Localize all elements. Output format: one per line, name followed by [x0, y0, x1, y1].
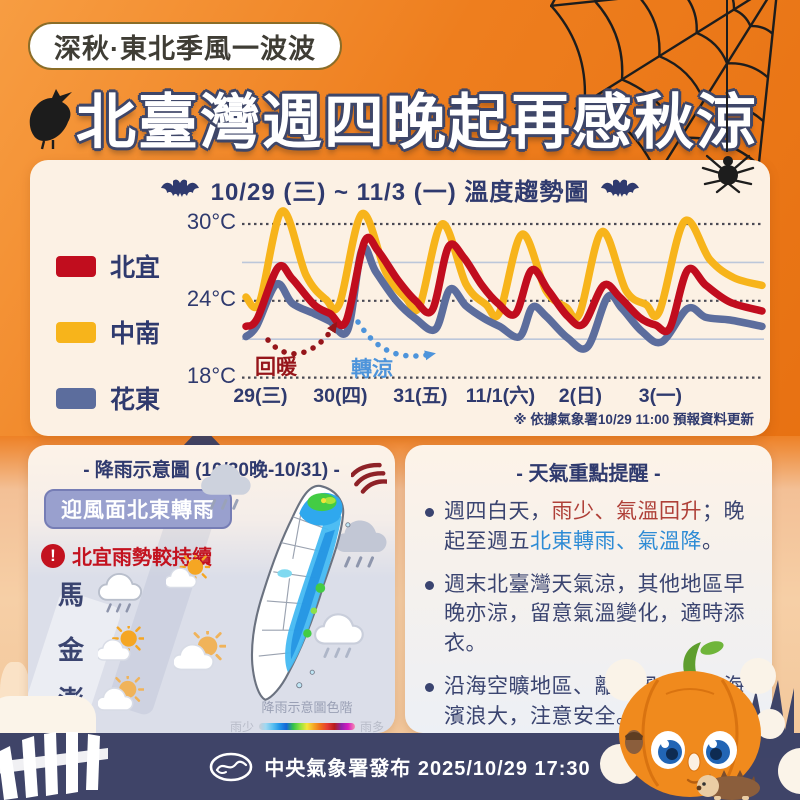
svg-text:回暖: 回暖	[255, 356, 298, 379]
bat-icon	[160, 179, 199, 197]
rain-scale-gradient-bar	[259, 723, 355, 730]
rain-card-title: - 降雨示意圖 (10/30晚-10/31) -	[83, 460, 340, 481]
rain-scale-title: 降雨示意圖色階	[261, 700, 353, 715]
x-axis-tick-label: 3(一)	[639, 385, 682, 407]
rain-warning: ! 北宜雨勢較持續	[41, 541, 212, 570]
footer-text: 中央氣象署發布 2025/10/29 17:30	[264, 752, 590, 781]
topic-badge: 深秋·東北季風一波波	[28, 22, 342, 70]
rain-cloud-icon	[200, 461, 254, 513]
taiwan-rainfall-map	[228, 481, 390, 708]
rain-forecast-card: - 降雨示意圖 (10/30晚-10/31) - 迎風面北東轉雨 ! 北宜雨勢較…	[28, 445, 395, 733]
legend-label: 中南	[110, 320, 161, 348]
svg-text:轉涼: 轉涼	[351, 357, 393, 381]
highlights-bullet-list: 週四白天，雨少、氣溫回升；晚起至週五北東轉雨、氣溫降。 週末北臺灣天氣涼，其他地…	[425, 497, 757, 733]
legend-item: 中南	[56, 314, 160, 350]
pumpkin-mascot	[600, 641, 794, 800]
pumpkin-stem	[683, 642, 701, 672]
chart-title-row: 10/29 (三) ~ 11/3 (一) 溫度趨勢圖	[30, 172, 770, 207]
mushroom-icon	[740, 658, 776, 694]
exclamation-icon: !	[41, 543, 65, 568]
legend-swatch	[56, 321, 96, 343]
pumpkin-silhouette	[0, 696, 96, 738]
rain-scale-min-label: 雨少	[229, 720, 254, 733]
mostly-cloudy-icon	[98, 676, 145, 720]
x-axis-tick-label: 30(四)	[313, 385, 367, 407]
footer-datetime: 2025/10/29 17:30	[417, 758, 591, 780]
pumpkin-nose	[687, 752, 701, 772]
y-axis-tick-label: 24°C	[186, 286, 236, 311]
rain-cloud-icon	[98, 571, 144, 615]
mushroom-icon	[755, 709, 785, 739]
partly-sunny-icon	[166, 555, 210, 597]
mushroom-icon	[778, 748, 800, 794]
series-中南	[242, 207, 766, 323]
bullet-dot-icon	[425, 580, 434, 590]
legend-item: 北宜	[56, 248, 160, 284]
legend-swatch	[56, 387, 96, 409]
crow-icon	[29, 89, 72, 150]
offshore-islet	[296, 682, 303, 689]
series-花東	[242, 243, 766, 353]
legend-item: 花東	[56, 380, 160, 416]
y-axis-tick-label: 30°C	[186, 209, 236, 234]
bullet-dot-icon	[425, 683, 434, 693]
region-row: 馬	[58, 571, 144, 615]
onshore-rain-badge: 迎風面北東轉雨	[44, 489, 232, 529]
x-axis-tick-label: 11/1(六)	[466, 384, 535, 407]
rain-cloud-icon	[314, 611, 366, 661]
chart-title: 10/29 (三) ~ 11/3 (一) 溫度趨勢圖	[210, 179, 590, 206]
wind-gust-icon	[351, 462, 387, 494]
warming-arrow	[265, 321, 338, 357]
footer-agency: 中央氣象署發布	[264, 758, 412, 780]
region-label: 金	[58, 634, 85, 665]
region-row: 金	[58, 626, 145, 670]
x-axis-tick-label: 29(三)	[233, 385, 287, 407]
highlight-bullet: 週末北臺灣天氣涼，其他地區早晚亦涼，留意氣溫變化，適時添衣。	[425, 570, 757, 659]
highlight-bullet: 週四白天，雨少、氣溫回升；晚起至週五北東轉雨、氣溫降。	[425, 497, 757, 557]
mostly-cloudy-icon	[174, 631, 226, 681]
temperature-trend-card: 10/29 (三) ~ 11/3 (一) 溫度趨勢圖 北宜中南花東 30°C 24…	[30, 160, 770, 436]
offshore-islet	[345, 522, 351, 528]
series-北宜	[242, 233, 766, 336]
y-axis-labels: 30°C 24°C 18°C	[176, 160, 236, 436]
x-axis-tick-label: 2(日)	[559, 385, 602, 407]
cwa-logo-icon	[210, 752, 253, 781]
bat-icon	[601, 179, 640, 197]
page-title: 北臺灣週四晚起再感秋涼	[76, 89, 758, 156]
cooling-arrow	[355, 319, 436, 361]
rain-cloud-icon	[334, 517, 390, 571]
chart-legend: 北宜 中南 花東	[56, 248, 160, 446]
rain-warning-text: 北宜雨勢較持續	[72, 547, 212, 569]
highlights-title: - 天氣重點提醒 -	[516, 463, 661, 485]
y-axis-tick-label: 18°C	[186, 363, 236, 388]
bullet-text: 週四白天，雨少、氣溫回升；晚起至週五北東轉雨、氣溫降。	[444, 500, 745, 553]
pumpkin-leaf	[700, 641, 724, 655]
spider-icon	[701, 154, 755, 194]
temperature-line-chart: 回暖 轉涼 29(三) 30(四) 31(五) 11/1(六) 2(日) 3(一)	[233, 207, 766, 407]
mushroom-icon	[605, 659, 647, 701]
offshore-islet	[309, 669, 315, 675]
partly-sunny-icon	[98, 626, 145, 670]
legend-swatch	[56, 255, 96, 277]
legend-label: 北宜	[110, 254, 161, 282]
bullet-dot-icon	[425, 508, 434, 517]
legend-label: 花東	[110, 386, 161, 414]
spider-thread	[726, 0, 728, 152]
region-label: 馬	[58, 579, 85, 610]
fence-silhouette	[0, 732, 108, 800]
x-axis-tick-label: 31(五)	[393, 385, 447, 407]
chart-footnote: ※ 依據氣象署10/29 11:00 預報資料更新	[513, 412, 754, 427]
rain-scale-max-label: 雨多	[360, 720, 385, 733]
bullet-text: 週末北臺灣天氣涼，其他地區早晚亦涼，留意氣溫變化，適時添衣。	[444, 572, 745, 656]
hedgehog-icon	[696, 770, 760, 800]
rain-scale-legend: 降雨示意圖色階 雨少 雨多	[226, 697, 388, 733]
